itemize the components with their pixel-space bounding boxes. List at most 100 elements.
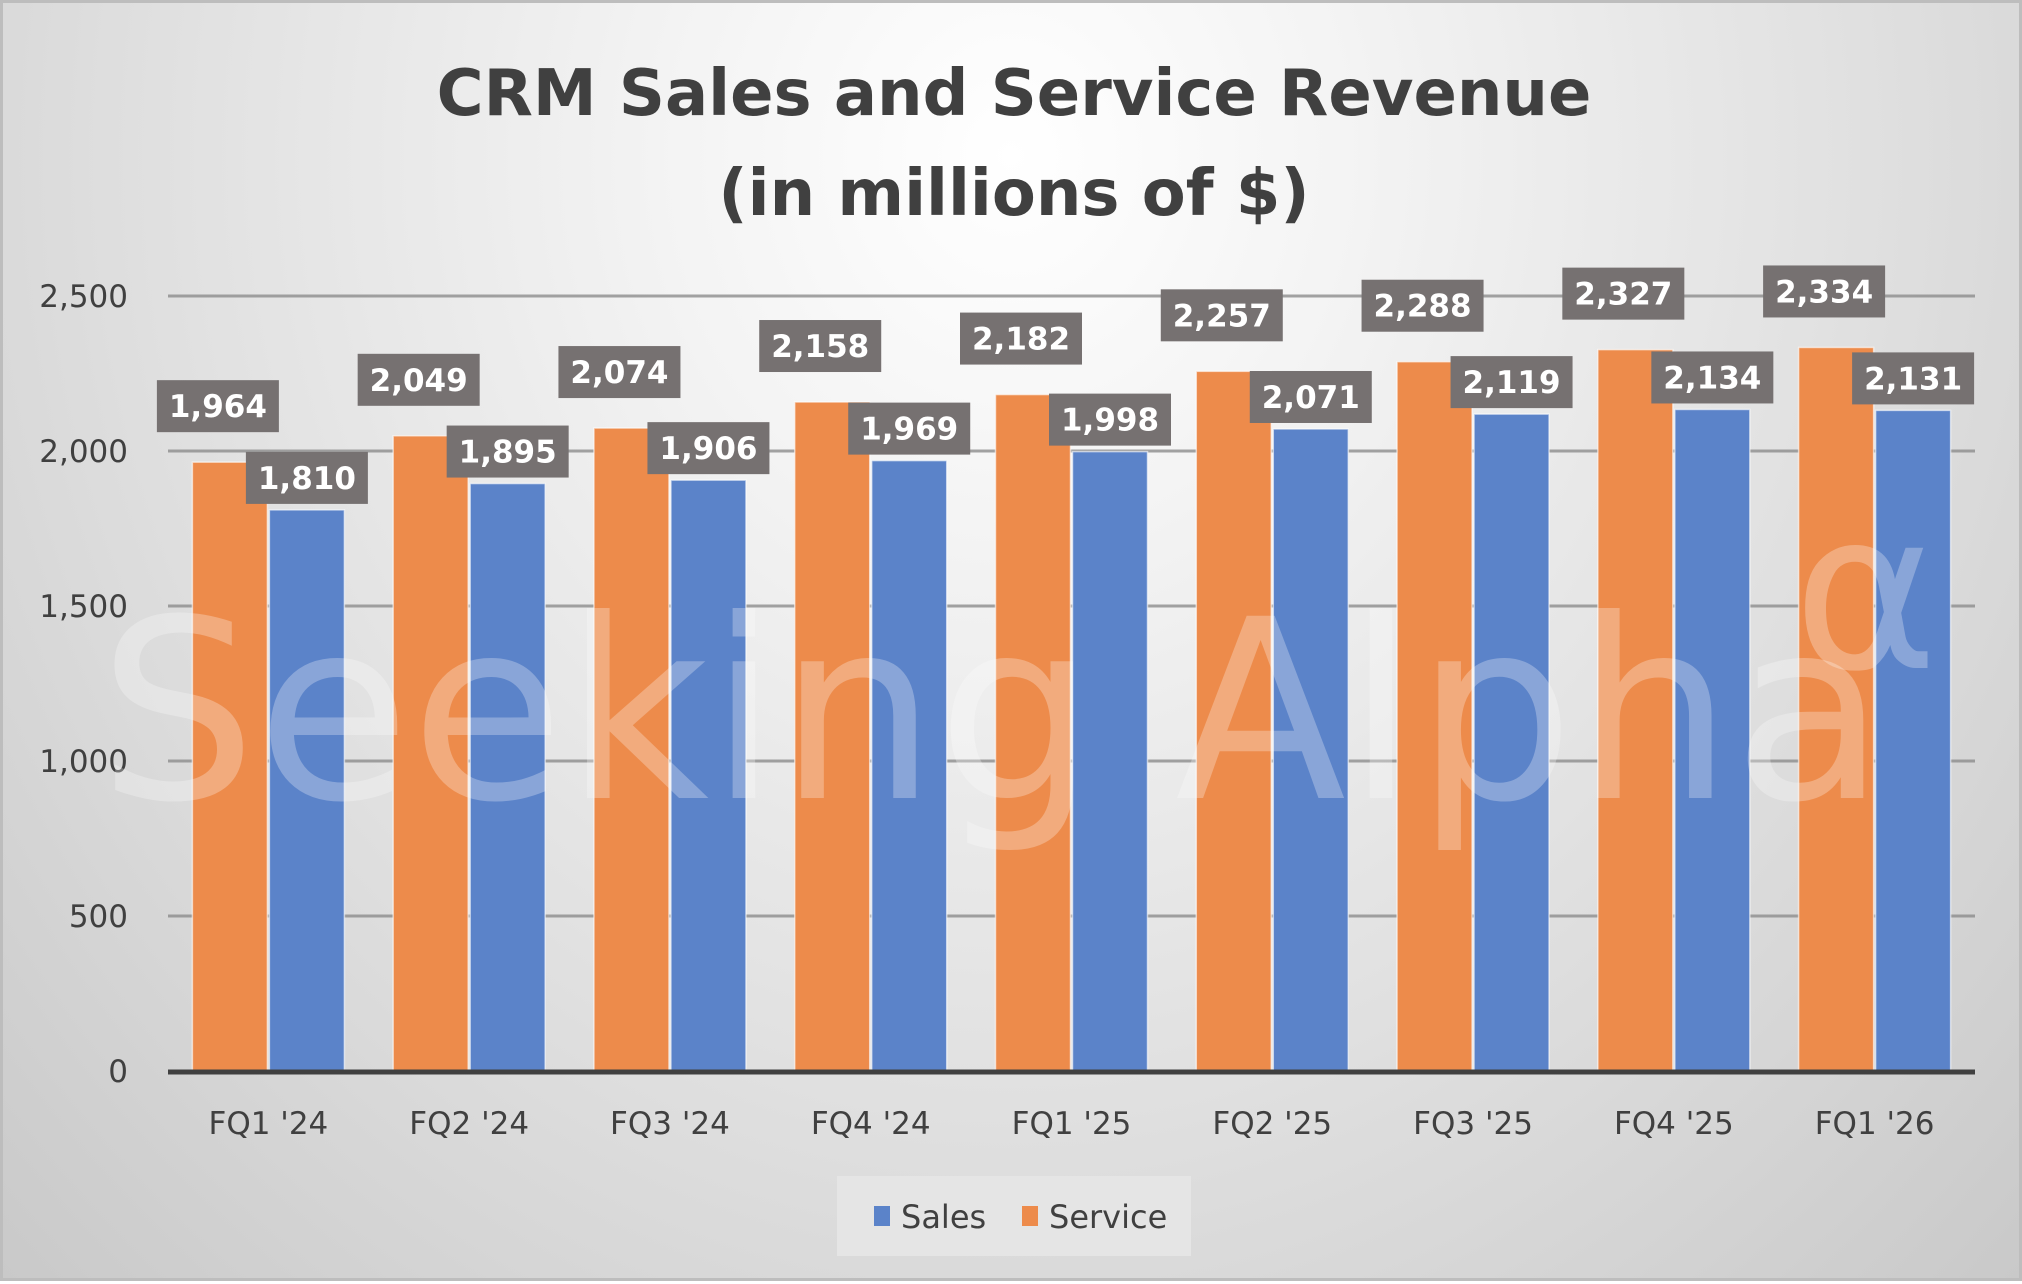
y-tick-label: 2,000 [39, 434, 128, 470]
data-label-text: 2,327 [1574, 277, 1672, 313]
bar-chart: CRM Sales and Service Revenue (in millio… [39, 57, 1975, 1256]
data-label-box [558, 346, 681, 399]
data-label-text: 2,119 [1463, 365, 1561, 401]
x-tick-label: FQ2 '25 [1212, 1106, 1332, 1142]
x-tick-label: FQ1 '25 [1012, 1106, 1132, 1142]
data-label-text: 1,964 [169, 389, 267, 425]
data-label-sales: 1,969 [848, 402, 971, 455]
y-tick-label: 500 [69, 899, 128, 935]
y-tick-label: 2,500 [39, 279, 128, 315]
data-label-text: 1,906 [659, 431, 757, 467]
data-label-text: 1,998 [1061, 403, 1159, 439]
data-label-text: 1,895 [459, 435, 557, 471]
x-tick-label: FQ1 '24 [208, 1106, 328, 1142]
data-label-service: 2,049 [357, 353, 480, 406]
data-label-text: 2,288 [1374, 289, 1472, 325]
data-label-box [1852, 352, 1975, 405]
y-tick-label: 0 [108, 1054, 128, 1090]
watermark-alpha-icon: α [1793, 464, 1938, 720]
bar-service[interactable] [1396, 360, 1473, 1072]
data-label-box [1049, 393, 1171, 446]
chart-title: CRM Sales and Service Revenue [437, 57, 1592, 131]
data-label-text: 2,134 [1663, 360, 1761, 396]
bar-sales[interactable] [870, 459, 948, 1072]
bar-sales[interactable] [1674, 408, 1751, 1072]
data-label-service: 2,074 [558, 346, 681, 399]
data-label-sales: 1,810 [245, 451, 368, 504]
data-label-box [1763, 265, 1886, 318]
x-tick-label: FQ2 '24 [409, 1106, 529, 1142]
data-label-sales: 1,906 [647, 422, 770, 475]
data-label-text: 2,131 [1864, 361, 1962, 397]
data-label-box [357, 353, 480, 406]
data-label-sales: 2,134 [1651, 351, 1774, 404]
data-label-text: 2,182 [972, 322, 1070, 358]
data-label-box [156, 380, 279, 433]
data-label-text: 2,074 [570, 355, 668, 391]
bar-sales[interactable] [1874, 409, 1952, 1072]
data-label-text: 2,158 [771, 329, 869, 365]
y-tick-label: 1,500 [39, 589, 128, 625]
legend-swatch-service [1022, 1206, 1038, 1226]
legend-box [837, 1176, 1191, 1256]
bar-service[interactable] [1597, 348, 1674, 1072]
x-tick-label: FQ4 '25 [1614, 1106, 1734, 1142]
data-label-service: 2,257 [1160, 289, 1283, 342]
bar-sales[interactable] [1272, 428, 1350, 1072]
bar-sales[interactable] [1071, 450, 1149, 1072]
bar-service[interactable] [191, 461, 269, 1072]
bar-service[interactable] [793, 401, 871, 1072]
data-labels: 1,964 1,810 2,049 1,895 2,074 1,906 2,158 1,969… [156, 265, 1975, 504]
bar-service[interactable] [593, 427, 670, 1072]
data-label-box [1361, 279, 1484, 332]
data-label-text: 1,810 [258, 461, 356, 497]
data-label-box [446, 425, 569, 478]
data-label-text: 2,257 [1173, 298, 1271, 334]
legend: Sales Service [837, 1176, 1191, 1256]
legend-label-service: Service [1049, 1198, 1167, 1236]
x-tick-label: FQ4 '24 [811, 1106, 931, 1142]
data-label-service: 2,327 [1562, 267, 1685, 320]
bar-service[interactable] [392, 435, 469, 1072]
data-label-text: 2,049 [370, 363, 468, 399]
data-label-service: 1,964 [156, 380, 279, 433]
data-label-box [1651, 351, 1774, 404]
bar-sales[interactable] [670, 479, 747, 1072]
x-tick-label: FQ3 '25 [1413, 1106, 1533, 1142]
data-label-service: 2,182 [960, 312, 1082, 365]
legend-item-sales[interactable]: Sales [874, 1198, 986, 1236]
data-label-sales: 1,998 [1049, 393, 1171, 446]
data-label-sales: 2,071 [1249, 370, 1372, 423]
data-label-sales: 2,119 [1450, 356, 1573, 409]
watermark-text: Seeking Alpha [98, 566, 1886, 857]
data-label-service: 2,334 [1763, 265, 1886, 318]
data-label-service: 2,158 [759, 320, 882, 373]
data-label-box [1249, 370, 1372, 423]
bars [191, 346, 1952, 1072]
bar-service[interactable] [1195, 370, 1273, 1072]
data-label-box [1562, 267, 1685, 320]
data-label-box [245, 451, 368, 504]
data-label-box [848, 402, 971, 455]
x-tick-label: FQ3 '24 [610, 1106, 730, 1142]
data-label-box [759, 320, 882, 373]
data-label-box [1450, 356, 1573, 409]
bar-service[interactable] [1797, 346, 1875, 1072]
legend-item-service[interactable]: Service [1022, 1198, 1167, 1236]
y-axis: 0 500 1,000 1,500 2,000 2,500 [39, 279, 128, 1090]
data-label-box [960, 312, 1082, 365]
legend-swatch-sales [874, 1206, 890, 1226]
chart-subtitle: (in millions of $) [718, 157, 1309, 231]
data-label-sales: 1,895 [446, 425, 569, 478]
bar-sales[interactable] [1473, 413, 1550, 1072]
bar-service[interactable] [994, 393, 1072, 1072]
x-axis: FQ1 '24 FQ2 '24 FQ3 '24 FQ4 '24 FQ1 '25 FQ2 '… [208, 1106, 1934, 1142]
watermark-overlay: Seeking Alpha α [98, 464, 1938, 857]
data-label-box [1160, 289, 1283, 342]
data-label-service: 2,288 [1361, 279, 1484, 332]
data-label-box [647, 422, 770, 475]
data-label-text: 2,334 [1775, 274, 1873, 310]
data-label-sales: 2,131 [1852, 352, 1975, 405]
x-tick-label: FQ1 '26 [1815, 1106, 1935, 1142]
